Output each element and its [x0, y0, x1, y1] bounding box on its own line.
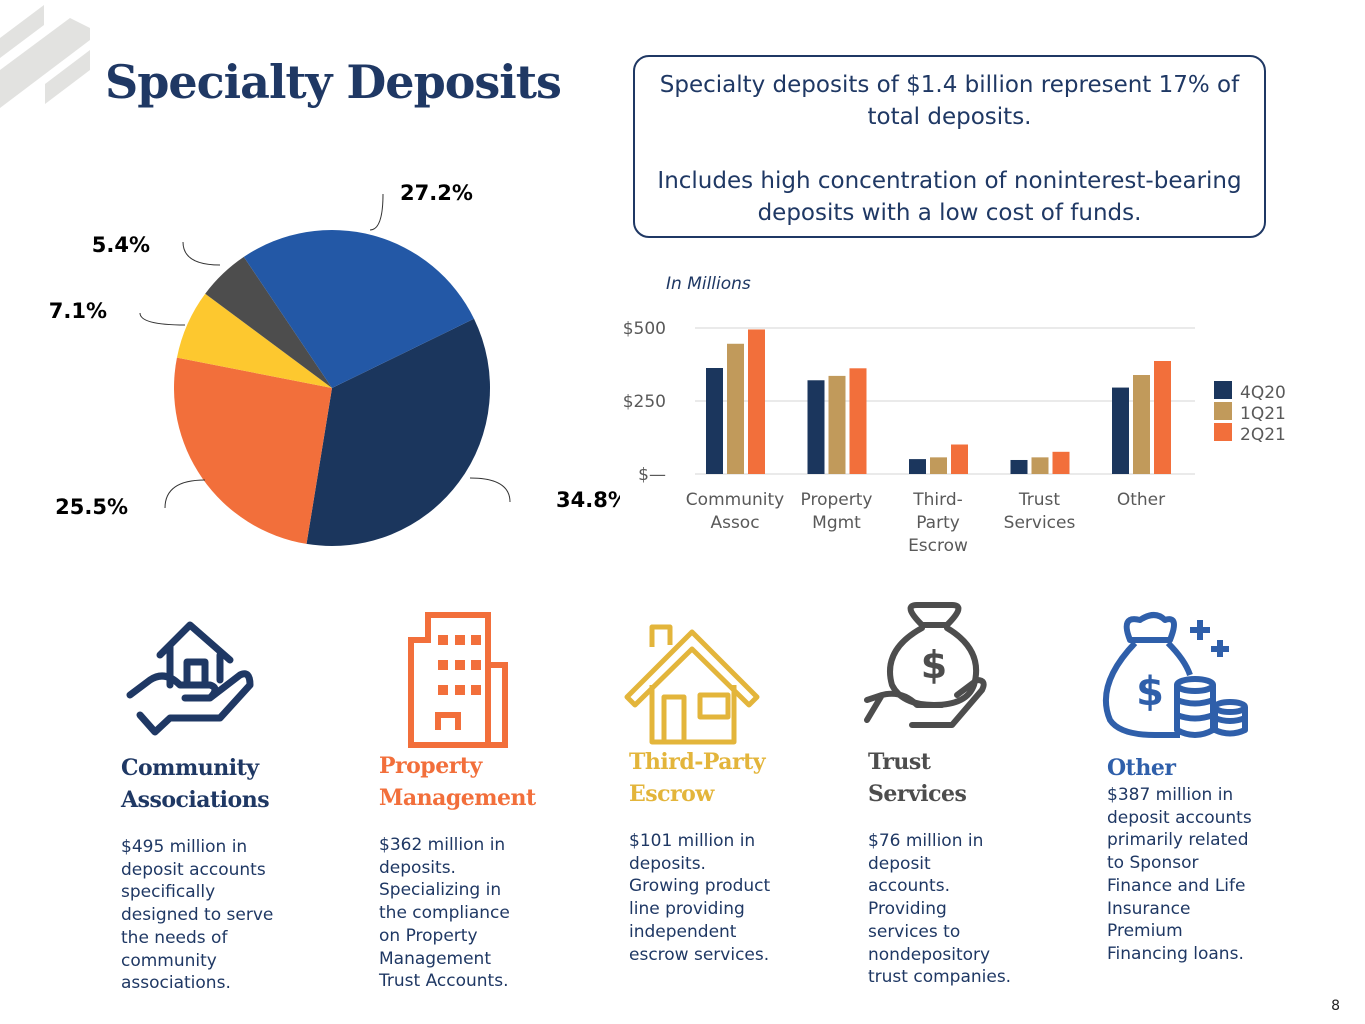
pie-leader-line: [182, 241, 221, 266]
segment-description: $101 million in deposits. Growing produc…: [629, 831, 771, 965]
bar-2Q21: [849, 368, 867, 474]
x-tick-label: Community: [686, 490, 784, 510]
bar-chart: In Millions $— $250 $500 Community Assoc Prope…: [623, 274, 1286, 556]
page-title: Specialty Deposits: [105, 55, 562, 109]
pie-slice: [205, 256, 332, 388]
segment-title-line-2: Services: [868, 781, 967, 807]
callout-line-2: Includes high concentration of nonintere…: [657, 168, 1242, 226]
bar-4Q20: [807, 380, 825, 474]
bar-1Q21: [930, 457, 947, 474]
bar-4Q20: [1010, 459, 1028, 474]
chart-subtitle: In Millions: [666, 274, 751, 294]
pie-label: 7.1%: [49, 299, 107, 323]
segment-description: $362 million in deposits. Specializing i…: [379, 835, 510, 992]
x-tick-label: Party: [916, 513, 960, 533]
pie-slice: [243, 230, 475, 388]
segment-title: Property Management: [379, 750, 544, 814]
bar-2Q21: [1154, 360, 1171, 474]
pie-slice: [174, 357, 332, 544]
segment-title-line-2: Escrow: [629, 781, 714, 807]
segment-title-line-1: Third-Party: [629, 749, 766, 775]
pie-leader-line: [469, 477, 511, 503]
pie-label: 27.2%: [400, 181, 473, 205]
y-tick-label: $—: [638, 465, 666, 485]
pie-label: 34.8%: [556, 488, 620, 512]
bar-4Q20: [1112, 387, 1129, 474]
x-tick-label: Escrow: [908, 536, 968, 556]
x-tick-label: Other: [1117, 490, 1165, 510]
bar-1Q21: [1133, 375, 1150, 474]
legend-swatch: [1214, 423, 1232, 441]
segment-title-line-1: Other: [1107, 755, 1176, 781]
segment-description: $387 million in deposit accounts primari…: [1107, 785, 1252, 964]
segment-1: Property Management $362 million in deposi…: [379, 750, 544, 993]
x-tick-label: Third-: [912, 490, 963, 510]
y-tick-label: $250: [623, 392, 666, 412]
money-bag-coins-icon: $: [1100, 605, 1255, 754]
svg-text:$: $: [1136, 669, 1164, 715]
pie-leader-line: [139, 312, 186, 326]
hand-money-bag-icon: $: [862, 600, 1017, 749]
bar-2Q21: [951, 444, 968, 474]
segment-title-line-1: Community: [121, 755, 259, 781]
segment-title-line-1: Trust: [868, 749, 931, 775]
bar-2Q21: [1052, 451, 1070, 474]
segment-title: Other: [1107, 752, 1265, 784]
page-number: 8: [1331, 998, 1340, 1014]
segment-title-line-2: Management: [379, 785, 536, 811]
pie-label: 25.5%: [55, 495, 128, 519]
segment-description: $495 million in deposit accounts specifi…: [121, 837, 274, 994]
legend-swatch: [1214, 402, 1232, 420]
pie-chart: 34.8% 25.5% 7.1% 5.4% 27.2%: [49, 181, 620, 546]
bar-2Q21: [748, 329, 765, 474]
segment-3: Trust Services $76 million in deposit acco…: [868, 746, 1028, 989]
legend-label: 4Q20: [1240, 383, 1286, 403]
bar-4Q20: [706, 368, 723, 474]
x-tick-label: Services: [1004, 513, 1076, 533]
segment-0: Community Associations $495 million in dep…: [121, 752, 291, 995]
segment-title: Trust Services: [868, 746, 1028, 810]
x-tick-label: Trust: [1018, 490, 1061, 510]
pie-leader-line: [369, 193, 384, 231]
x-tick-label: Mgmt: [812, 513, 861, 533]
callout-line-1: Specialty deposits of $1.4 billion repre…: [659, 72, 1240, 130]
callout-box: Specialty deposits of $1.4 billion repre…: [633, 55, 1266, 238]
segment-title: Third-Party Escrow: [629, 746, 789, 810]
house-icon: [622, 617, 777, 766]
logo-stripes-icon: [0, 5, 90, 108]
x-tick-label: Assoc: [710, 513, 759, 533]
legend-label: 1Q21: [1240, 404, 1286, 424]
segment-4: Other $387 million in deposit accounts pr…: [1107, 752, 1265, 966]
segment-title-line-1: Property: [379, 753, 482, 779]
svg-text:$: $: [921, 643, 947, 687]
segment-2: Third-Party Escrow $101 million in deposit…: [629, 746, 789, 966]
pie-label: 5.4%: [92, 233, 150, 257]
bar-1Q21: [727, 343, 744, 474]
x-tick-label: Property: [801, 490, 873, 510]
legend-swatch: [1214, 381, 1232, 399]
pie-slice: [306, 318, 490, 546]
pie-leader-line: [164, 479, 206, 509]
bar-4Q20: [909, 459, 926, 474]
hand-house-icon: [125, 610, 280, 759]
segment-title-line-2: Associations: [121, 787, 270, 813]
segment-description: $76 million in deposit accounts. Providi…: [868, 831, 1012, 988]
bar-1Q21: [828, 375, 846, 474]
segment-title: Community Associations: [121, 752, 291, 816]
pie-slice: [176, 293, 332, 388]
legend-label: 2Q21: [1240, 425, 1286, 445]
bar-1Q21: [1031, 457, 1049, 474]
building-icon: [393, 605, 548, 754]
y-tick-label: $500: [623, 319, 666, 339]
